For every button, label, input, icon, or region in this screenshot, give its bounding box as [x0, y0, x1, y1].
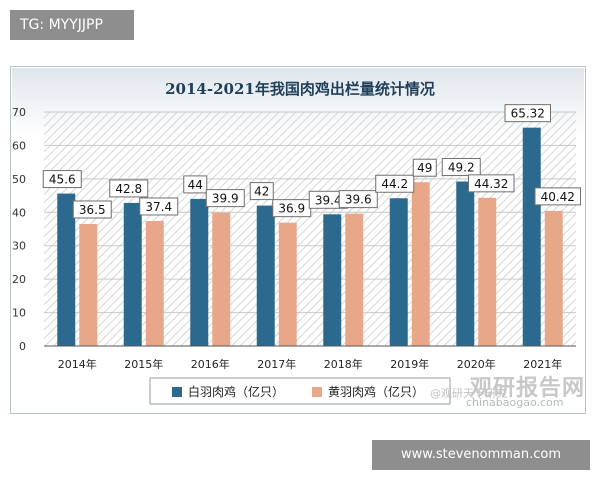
- data-label-box: [338, 190, 378, 209]
- data-label: 42.8: [115, 182, 142, 196]
- data-label-box: [109, 179, 149, 198]
- data-label-box: [205, 189, 245, 208]
- x-tick-label: 2019年: [390, 357, 429, 371]
- data-label: 37.4: [145, 200, 172, 214]
- data-label: 40.42: [541, 190, 575, 204]
- y-tick-label: 20: [12, 273, 26, 286]
- data-label: 39.9: [212, 192, 239, 206]
- white-feather-bar: [256, 205, 275, 346]
- white-feather-bar: [190, 198, 209, 346]
- legend-label: 白羽肉鸡（亿只）: [188, 384, 284, 399]
- y-tick-label: 50: [12, 173, 26, 186]
- yellow-feather-bar: [212, 212, 231, 346]
- white-feather-bar: [456, 181, 475, 346]
- white-feather-bar: [57, 193, 76, 346]
- data-label: 49: [417, 161, 432, 175]
- data-label: 42: [254, 185, 269, 199]
- white-feather-bar: [123, 202, 142, 346]
- data-label-box: [139, 197, 179, 216]
- tg-watermark: TG: MYYJJPP: [10, 10, 134, 40]
- data-label-box: [375, 174, 415, 193]
- legend-box: [149, 377, 451, 405]
- data-label: 36.9: [278, 202, 305, 216]
- data-label-box: [183, 175, 208, 194]
- x-tick-label: 2018年: [324, 357, 363, 371]
- x-tick-label: 2016年: [191, 357, 230, 371]
- legend-label: 黄羽肉鸡（亿只）: [328, 384, 424, 399]
- data-label: 44.32: [474, 177, 508, 191]
- yellow-feather-bar: [345, 213, 364, 346]
- legend-swatch: [172, 387, 182, 397]
- yellow-feather-bar: [278, 222, 297, 346]
- x-tick-label: 2020年: [457, 357, 496, 371]
- data-label: 39.4: [315, 193, 342, 207]
- data-label-box: [504, 104, 551, 123]
- site-watermark: www.stevenomman.com: [372, 440, 590, 470]
- data-label-box: [468, 174, 515, 193]
- data-label: 44.2: [381, 177, 408, 191]
- y-tick-label: 10: [12, 307, 26, 320]
- data-label-box: [441, 158, 481, 177]
- x-tick-label: 2014年: [58, 357, 97, 371]
- yellow-feather-bar: [544, 210, 563, 346]
- yellow-feather-bar: [478, 197, 497, 346]
- x-tick-label: 2015年: [124, 357, 163, 371]
- white-feather-bar: [323, 214, 342, 346]
- x-tick-label: 2017年: [257, 357, 296, 371]
- x-tick-label: 2021年: [523, 357, 562, 371]
- yellow-feather-bar: [411, 182, 430, 346]
- data-label: 44: [188, 178, 203, 192]
- y-tick-label: 40: [12, 206, 26, 219]
- data-label-box: [534, 187, 581, 206]
- data-label-box: [72, 200, 112, 219]
- brand-url-watermark: chinabaogao.com: [466, 396, 564, 409]
- yellow-feather-bar: [145, 220, 164, 346]
- data-label-box: [412, 158, 437, 177]
- data-label: 39.6: [345, 193, 372, 207]
- legend-swatch: [312, 387, 322, 397]
- data-label: 45.6: [49, 173, 76, 187]
- data-label: 49.2: [448, 161, 475, 175]
- data-label: 65.32: [511, 107, 545, 121]
- data-label-box: [42, 170, 82, 189]
- data-label-box: [249, 182, 274, 201]
- y-tick-label: 0: [19, 340, 26, 353]
- white-feather-bar: [389, 198, 408, 346]
- y-tick-label: 70: [12, 106, 26, 119]
- brand-watermark: 观研报告网: [470, 376, 586, 401]
- data-label: 36.5: [79, 203, 106, 217]
- chart-title: 2014-2021年我国肉鸡出栏量统计情况: [165, 80, 435, 98]
- y-tick-label: 60: [12, 139, 26, 152]
- handle-watermark: @观研天下研究: [430, 387, 507, 400]
- y-tick-label: 30: [12, 240, 26, 253]
- yellow-feather-bar: [79, 223, 98, 346]
- white-feather-bar: [522, 127, 541, 347]
